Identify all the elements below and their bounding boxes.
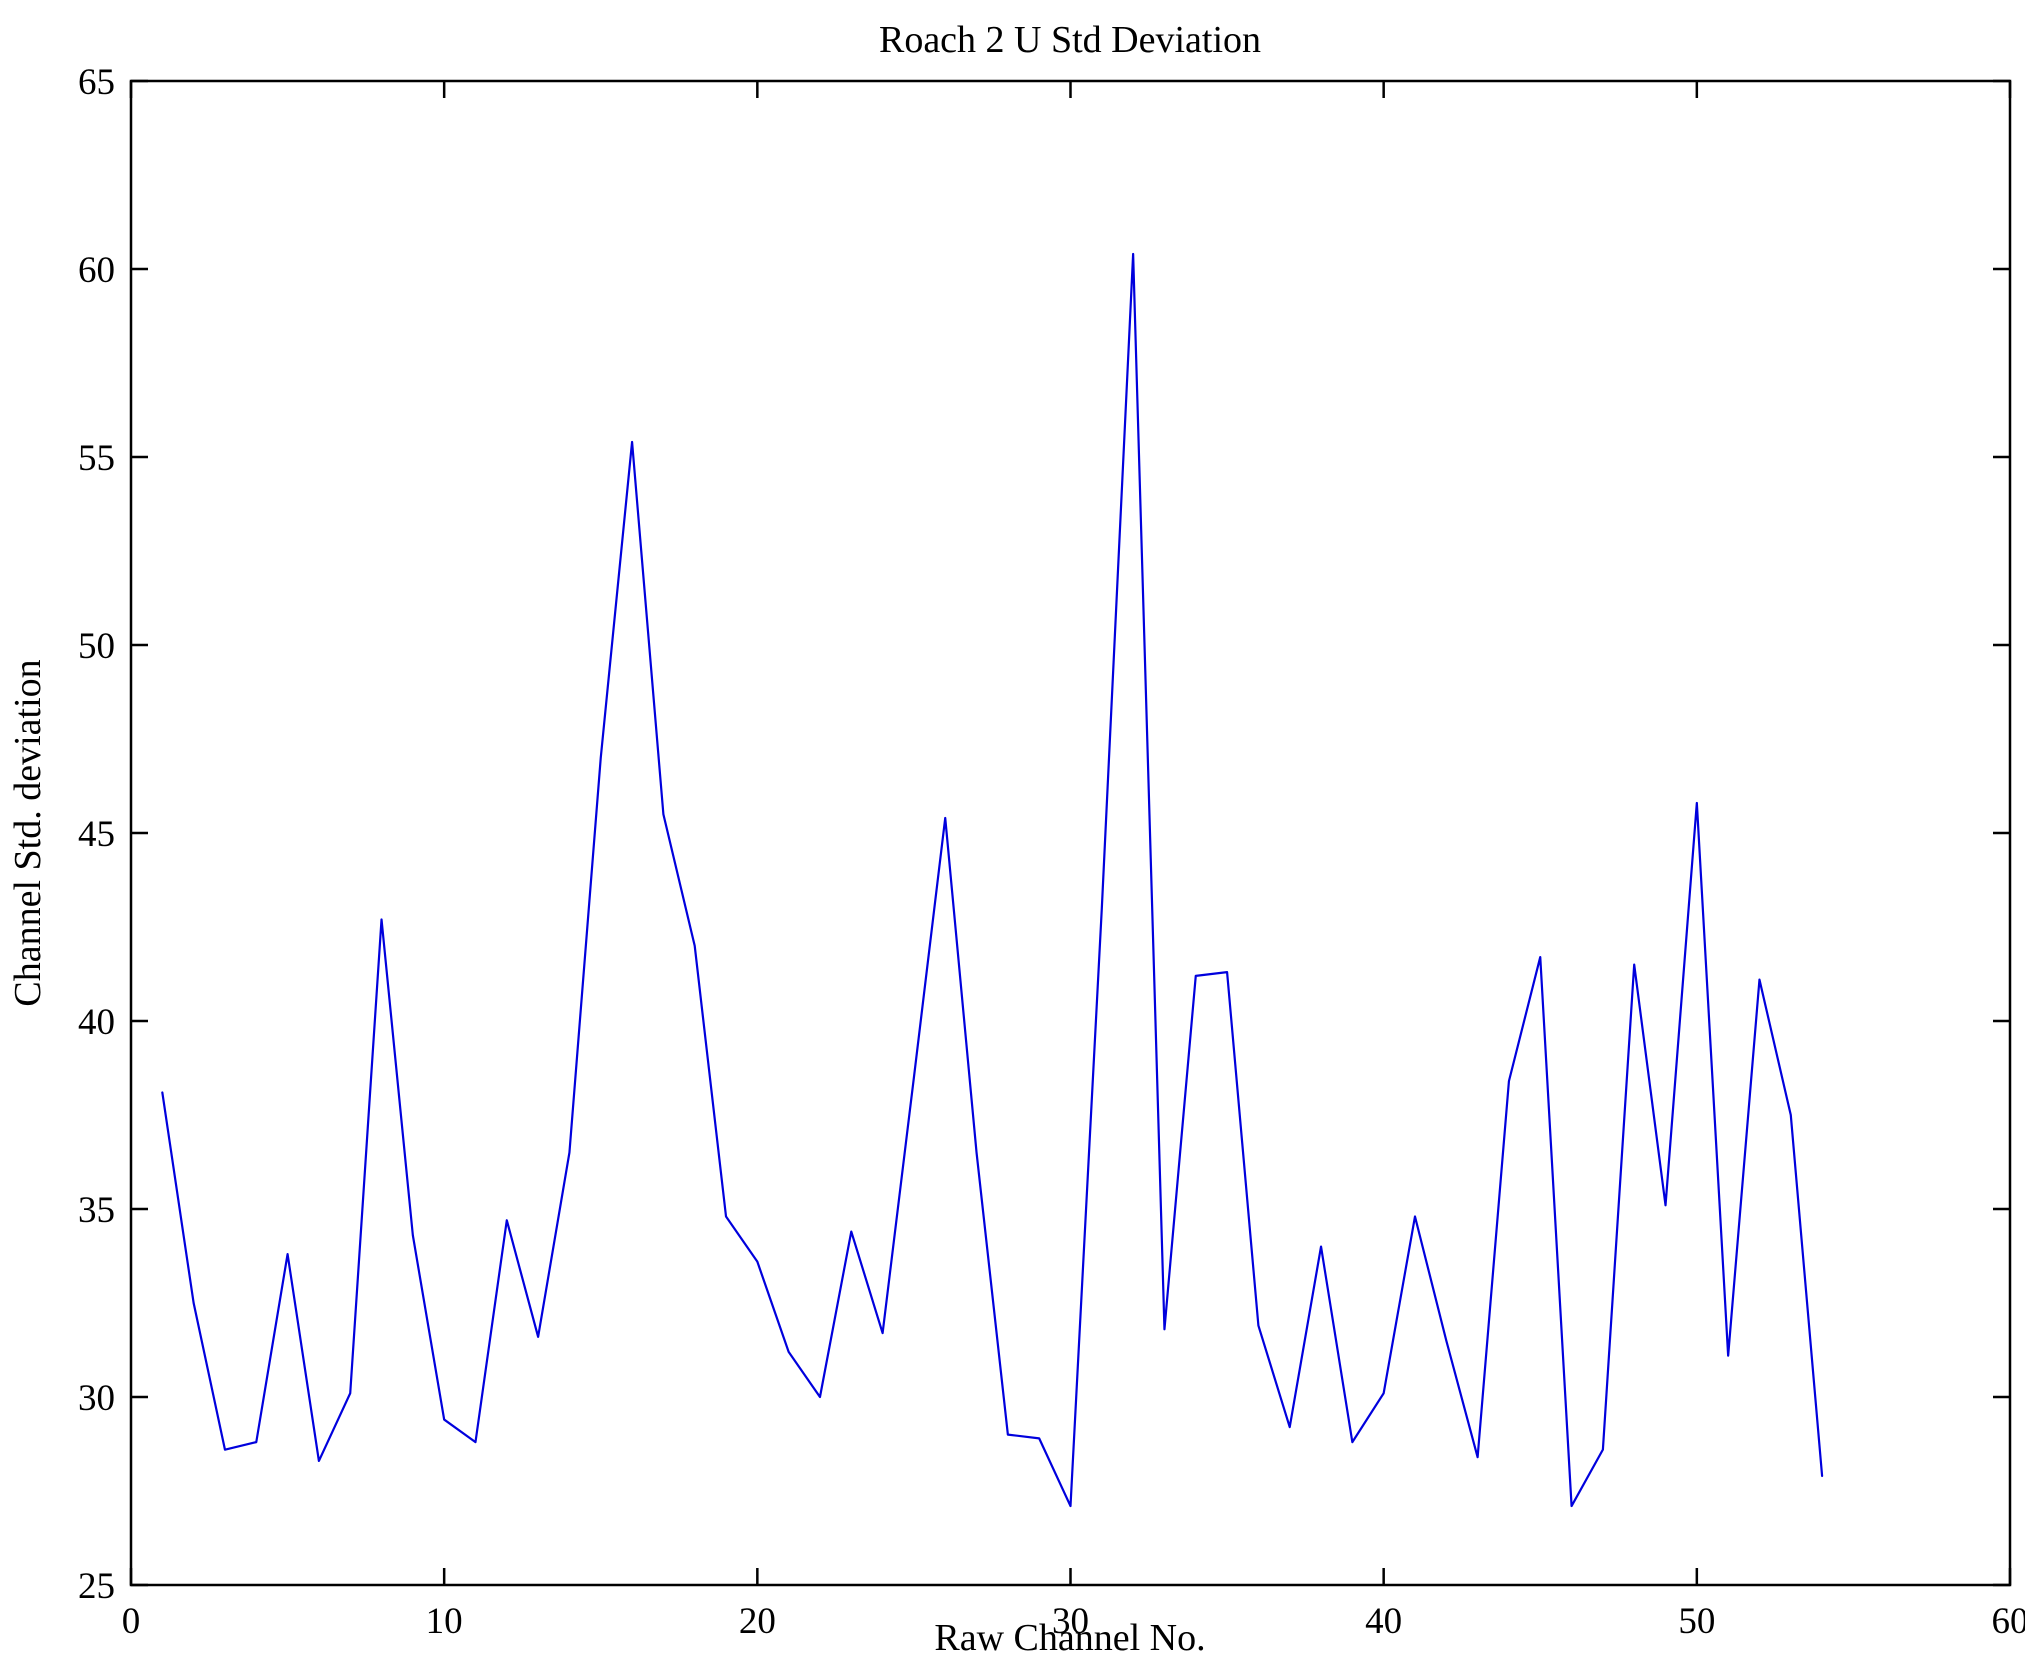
y-tick-label: 60: [78, 250, 115, 291]
y-tick-label: 45: [78, 814, 115, 855]
x-tick-label: 0: [122, 1601, 141, 1642]
y-tick-label: 65: [78, 62, 115, 103]
plot-area: 0 10 20 30 40 50 60 25 30 35 40 45 50 55 60 65: [78, 62, 2025, 1642]
x-axis-label: Raw Channel No.: [934, 1617, 1205, 1659]
y-tick-label: 25: [78, 1566, 115, 1607]
data-line: [161, 252, 1824, 1508]
y-tick-label: 40: [78, 1002, 115, 1043]
y-tick-label: 55: [78, 438, 115, 479]
y-tick-label: 50: [78, 626, 115, 667]
x-tick-label: 40: [1365, 1601, 1402, 1642]
y-axis-label: Channel Std. deviation: [7, 659, 49, 1006]
y-tick-label: 30: [78, 1378, 115, 1419]
axes-frame: [129, 79, 2012, 1587]
x-tick-label: 30: [1052, 1601, 1089, 1642]
x-tick-label: 60: [1992, 1601, 2025, 1642]
x-tick-label: 20: [739, 1601, 776, 1642]
x-tick-label: 50: [1678, 1601, 1715, 1642]
x-tick-label: 10: [426, 1601, 463, 1642]
y-tick-label: 35: [78, 1190, 115, 1231]
chart-title: Roach 2 U Std Deviation: [879, 19, 1261, 61]
